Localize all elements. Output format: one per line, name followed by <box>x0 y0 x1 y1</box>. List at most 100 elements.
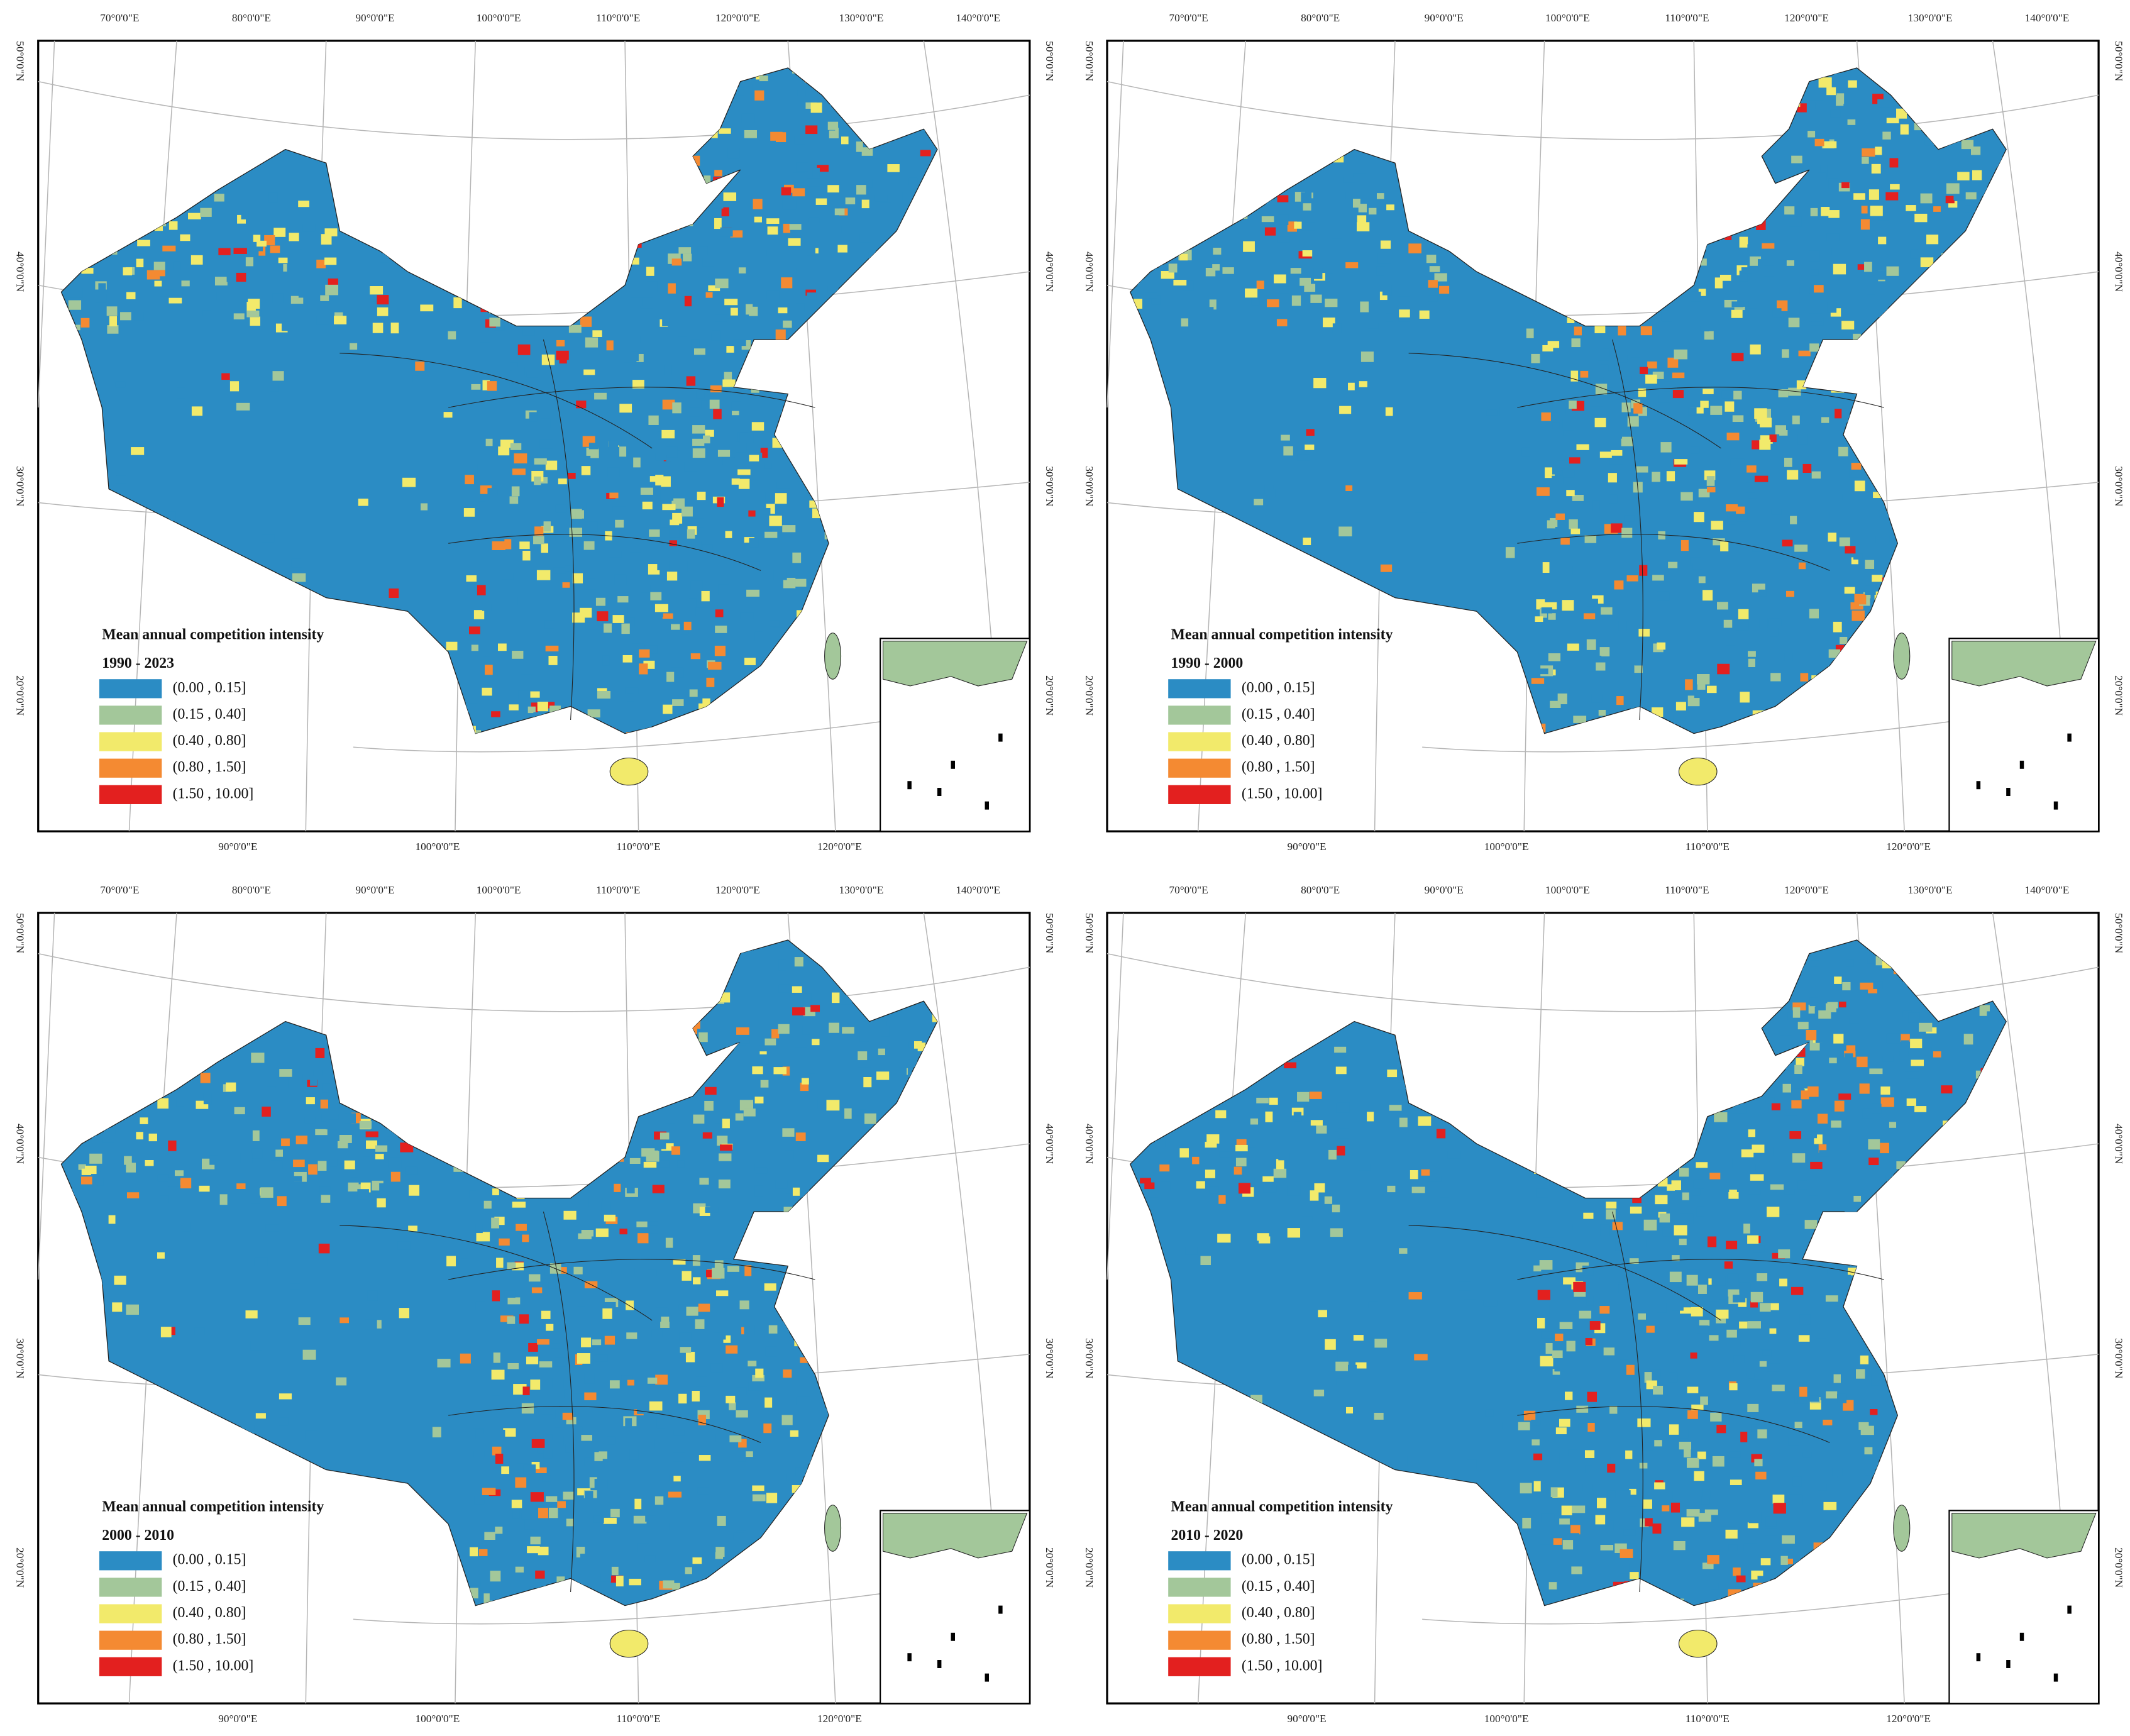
intensity-cell <box>775 493 787 504</box>
intensity-cell <box>1789 1247 1797 1256</box>
intensity-cell <box>1856 1369 1865 1379</box>
intensity-cell <box>1536 1188 1548 1198</box>
intensity-cell <box>671 624 680 630</box>
intensity-cell <box>475 1429 483 1439</box>
intensity-cell <box>583 369 595 375</box>
intensity-cell <box>245 257 253 267</box>
intensity-cell <box>573 1426 583 1437</box>
intensity-cell <box>1746 477 1753 484</box>
intensity-cell <box>290 1283 301 1290</box>
intensity-cell <box>1283 446 1293 456</box>
intensity-cell <box>1609 494 1618 504</box>
intensity-cell <box>257 240 267 247</box>
intensity-cell <box>1654 1440 1662 1447</box>
intensity-cell <box>1779 1278 1787 1286</box>
intensity-cell <box>606 340 614 351</box>
intensity-cell <box>482 687 492 696</box>
intensity-cell <box>255 1391 263 1402</box>
intensity-cell <box>1555 1334 1564 1342</box>
intensity-cell <box>180 234 190 241</box>
intensity-cell <box>698 1455 711 1461</box>
intensity-cell <box>268 192 278 203</box>
intensity-cell <box>102 1132 114 1143</box>
intensity-cell <box>1273 1168 1287 1178</box>
intensity-cell <box>1652 1523 1662 1534</box>
intensity-cell <box>1754 475 1769 482</box>
intensity-cell <box>535 1467 547 1473</box>
intensity-cell <box>359 1120 372 1129</box>
intensity-cell <box>683 621 692 631</box>
intensity-cell <box>551 482 560 490</box>
intensity-cell <box>529 1274 541 1282</box>
intensity-cell <box>1618 355 1628 363</box>
legend-period: 1990 - 2000 <box>1171 655 1244 672</box>
intensity-cell <box>491 711 500 717</box>
intensity-cell <box>1696 1206 1704 1217</box>
intensity-cell <box>174 1170 184 1176</box>
intensity-cell <box>1809 250 1820 262</box>
intensity-cell <box>1797 1180 1807 1190</box>
intensity-cell <box>329 1114 339 1120</box>
intensity-cell <box>1250 1118 1259 1125</box>
intensity-cell <box>661 429 675 439</box>
intensity-cell <box>526 372 538 378</box>
intensity-cell <box>841 136 849 145</box>
intensity-cell <box>493 1352 500 1363</box>
intensity-cell <box>1814 285 1824 293</box>
intensity-cell <box>756 1054 769 1065</box>
intensity-cell <box>1573 716 1587 723</box>
intensity-cell <box>1886 118 1899 124</box>
intensity-cell <box>794 957 803 967</box>
intensity-cell <box>1788 387 1801 396</box>
intensity-cell <box>534 476 541 485</box>
intensity-cell <box>321 1195 331 1203</box>
intensity-cell <box>1844 587 1855 594</box>
intensity-cell <box>320 1099 328 1108</box>
intensity-cell <box>612 615 624 623</box>
intensity-cell <box>720 227 733 237</box>
intensity-cell <box>1576 444 1589 450</box>
intensity-cell <box>752 1374 764 1381</box>
intensity-cell <box>1241 1148 1249 1156</box>
intensity-cell <box>669 540 677 546</box>
intensity-cell <box>1596 1498 1606 1508</box>
intensity-cell <box>1901 1040 1909 1046</box>
intensity-cell <box>1659 1213 1670 1223</box>
intensity-cell <box>827 121 839 130</box>
intensity-cell <box>324 228 338 236</box>
intensity-cell <box>776 132 786 143</box>
intensity-cell <box>1854 594 1867 605</box>
legend-period: 2010 - 2020 <box>1171 1527 1244 1544</box>
intensity-cell <box>796 162 808 172</box>
intensity-cell <box>827 285 839 294</box>
intensity-cell <box>492 1446 502 1456</box>
intensity-cell <box>1750 1301 1758 1308</box>
intensity-cell <box>1626 575 1638 582</box>
intensity-cell <box>790 1430 799 1437</box>
taiwan <box>1893 1505 1911 1552</box>
intensity-cell <box>569 528 583 537</box>
intensity-cell <box>475 1301 485 1310</box>
intensity-cell <box>1570 1314 1581 1320</box>
intensity-cell <box>1680 492 1693 501</box>
intensity-cell <box>153 262 165 270</box>
intensity-cell <box>1690 407 1704 414</box>
x-top-label: 140°0'0"E <box>2025 884 2070 896</box>
intensity-cell <box>1834 1100 1845 1112</box>
intensity-cell <box>1560 538 1570 545</box>
intensity-cell <box>1578 1413 1591 1420</box>
intensity-cell <box>157 1174 169 1182</box>
intensity-cell <box>1828 533 1837 542</box>
intensity-cell <box>219 1194 228 1205</box>
intensity-cell <box>492 1395 500 1405</box>
intensity-cell <box>1842 494 1853 500</box>
intensity-cell <box>1910 1038 1923 1049</box>
intensity-cell <box>1727 1273 1739 1283</box>
intensity-cell <box>627 607 637 616</box>
intensity-cell <box>656 1307 669 1317</box>
intensity-cell <box>214 194 224 202</box>
intensity-cell <box>366 1140 377 1149</box>
intensity-cell <box>1159 1164 1170 1172</box>
intensity-cell <box>654 604 668 612</box>
province-border <box>448 534 761 571</box>
